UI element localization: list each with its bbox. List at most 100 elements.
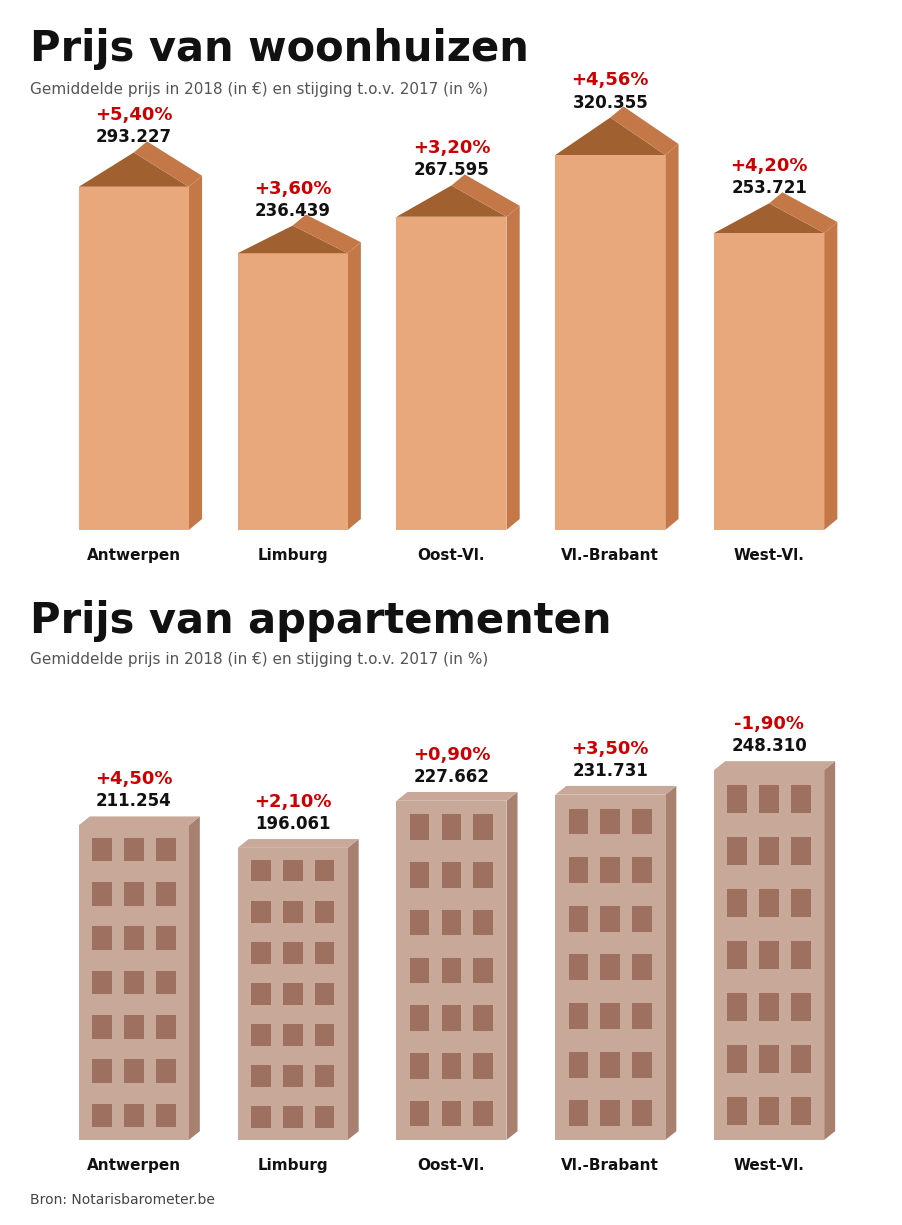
Polygon shape: [713, 771, 824, 1140]
Polygon shape: [555, 118, 665, 156]
Polygon shape: [237, 225, 347, 254]
Polygon shape: [790, 1045, 810, 1073]
Polygon shape: [292, 214, 361, 254]
Polygon shape: [347, 243, 361, 530]
Polygon shape: [451, 174, 520, 217]
Polygon shape: [568, 1003, 588, 1029]
Polygon shape: [251, 1066, 271, 1087]
Polygon shape: [156, 1060, 175, 1083]
Polygon shape: [410, 958, 429, 984]
Text: 236.439: 236.439: [254, 202, 330, 219]
Polygon shape: [631, 808, 651, 834]
Polygon shape: [314, 1024, 334, 1046]
Polygon shape: [92, 838, 112, 861]
Text: +0,90%: +0,90%: [412, 746, 490, 764]
Polygon shape: [410, 862, 429, 888]
Polygon shape: [314, 942, 334, 964]
Polygon shape: [251, 1106, 271, 1128]
Polygon shape: [665, 786, 676, 1140]
Polygon shape: [506, 793, 517, 1140]
Polygon shape: [555, 786, 676, 795]
Text: Prijs van appartementen: Prijs van appartementen: [30, 600, 611, 642]
Text: West-Vl.: West-Vl.: [733, 548, 804, 564]
Text: Bron: Notarisbarometer.be: Bron: Notarisbarometer.be: [30, 1193, 215, 1207]
Polygon shape: [473, 910, 492, 936]
Polygon shape: [441, 815, 461, 840]
Text: 196.061: 196.061: [254, 815, 330, 833]
Polygon shape: [124, 970, 143, 995]
Polygon shape: [665, 145, 677, 530]
Polygon shape: [189, 175, 202, 530]
Text: +2,10%: +2,10%: [253, 793, 331, 811]
Polygon shape: [568, 1051, 588, 1078]
Polygon shape: [631, 1100, 651, 1126]
Text: -1,90%: -1,90%: [733, 715, 804, 734]
Polygon shape: [314, 1106, 334, 1128]
Polygon shape: [78, 816, 199, 826]
Polygon shape: [759, 837, 778, 865]
Polygon shape: [251, 900, 271, 922]
Polygon shape: [600, 1003, 620, 1029]
Polygon shape: [314, 982, 334, 1004]
Text: 211.254: 211.254: [96, 793, 171, 811]
Polygon shape: [251, 982, 271, 1004]
Polygon shape: [133, 141, 202, 186]
Polygon shape: [600, 954, 620, 980]
Polygon shape: [631, 905, 651, 932]
Polygon shape: [410, 910, 429, 936]
Polygon shape: [568, 1100, 588, 1126]
Polygon shape: [189, 816, 199, 1140]
Polygon shape: [124, 1104, 143, 1127]
Polygon shape: [156, 970, 175, 995]
Polygon shape: [790, 785, 810, 812]
Polygon shape: [727, 785, 746, 812]
Polygon shape: [790, 941, 810, 969]
Polygon shape: [790, 993, 810, 1020]
Polygon shape: [473, 815, 492, 840]
Polygon shape: [251, 942, 271, 964]
Text: +3,50%: +3,50%: [571, 740, 649, 758]
Text: Antwerpen: Antwerpen: [87, 1158, 180, 1174]
Text: +4,50%: +4,50%: [95, 771, 172, 789]
Polygon shape: [92, 1104, 112, 1127]
Polygon shape: [727, 1045, 746, 1073]
Text: Vl.-Brabant: Vl.-Brabant: [561, 548, 658, 564]
Polygon shape: [824, 761, 834, 1140]
Text: Gemiddelde prijs in 2018 (in €) en stijging t.o.v. 2017 (in %): Gemiddelde prijs in 2018 (in €) en stijg…: [30, 82, 488, 97]
Polygon shape: [314, 900, 334, 922]
Polygon shape: [727, 941, 746, 969]
Polygon shape: [156, 1104, 175, 1127]
Polygon shape: [347, 839, 358, 1140]
Text: 253.721: 253.721: [731, 179, 806, 197]
Polygon shape: [237, 839, 358, 848]
Polygon shape: [790, 889, 810, 916]
Polygon shape: [282, 900, 302, 922]
Polygon shape: [473, 1006, 492, 1031]
Polygon shape: [92, 970, 112, 995]
Text: Oost-Vl.: Oost-Vl.: [418, 1158, 484, 1174]
Polygon shape: [251, 1024, 271, 1046]
Polygon shape: [124, 926, 143, 951]
Polygon shape: [237, 848, 347, 1140]
Polygon shape: [631, 1003, 651, 1029]
Polygon shape: [441, 958, 461, 984]
Polygon shape: [156, 838, 175, 861]
Polygon shape: [78, 186, 189, 530]
Polygon shape: [790, 837, 810, 865]
Polygon shape: [410, 1006, 429, 1031]
Polygon shape: [78, 152, 189, 186]
Polygon shape: [759, 889, 778, 916]
Polygon shape: [727, 837, 746, 865]
Text: 248.310: 248.310: [731, 737, 806, 755]
Polygon shape: [156, 1016, 175, 1039]
Polygon shape: [759, 1098, 778, 1126]
Text: 227.662: 227.662: [413, 768, 489, 786]
Polygon shape: [713, 233, 824, 530]
Text: 293.227: 293.227: [96, 129, 171, 147]
Text: +3,20%: +3,20%: [412, 140, 490, 158]
Polygon shape: [713, 761, 834, 771]
Polygon shape: [568, 858, 588, 883]
Polygon shape: [282, 1024, 302, 1046]
Polygon shape: [473, 958, 492, 984]
Polygon shape: [282, 1066, 302, 1087]
